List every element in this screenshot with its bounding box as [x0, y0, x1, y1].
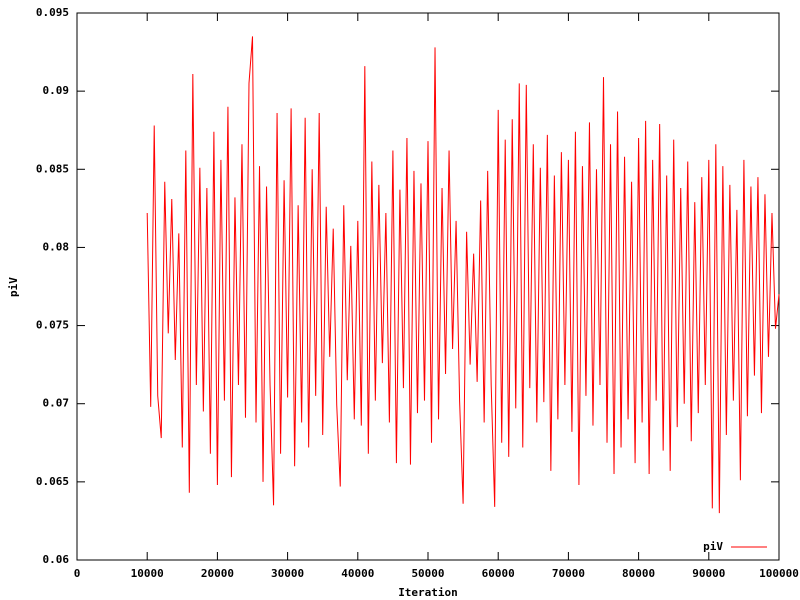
x-tick-label: 0 [74, 567, 81, 580]
legend-label: piV [703, 540, 723, 553]
x-tick-label: 10000 [131, 567, 164, 580]
x-tick-label: 90000 [692, 567, 725, 580]
x-axis-label: Iteration [398, 586, 458, 599]
y-tick-label: 0.08 [43, 240, 70, 253]
x-tick-label: 40000 [341, 567, 374, 580]
x-tick-label: 60000 [482, 567, 515, 580]
x-tick-label: 20000 [201, 567, 234, 580]
x-tick-label: 100000 [759, 567, 799, 580]
y-tick-label: 0.06 [43, 553, 70, 566]
x-tick-label: 50000 [411, 567, 444, 580]
y-tick-label: 0.095 [36, 6, 69, 19]
x-tick-label: 70000 [552, 567, 585, 580]
y-tick-label: 0.085 [36, 162, 69, 175]
y-tick-label: 0.075 [36, 319, 69, 332]
x-tick-label: 30000 [271, 567, 304, 580]
y-tick-label: 0.065 [36, 475, 69, 488]
y-axis-label: piV [7, 277, 20, 297]
y-tick-label: 0.09 [43, 84, 70, 97]
data-line [146, 36, 780, 514]
plot-frame [76, 12, 780, 561]
x-tick-label: 80000 [622, 567, 655, 580]
y-tick-label: 0.07 [43, 397, 70, 410]
